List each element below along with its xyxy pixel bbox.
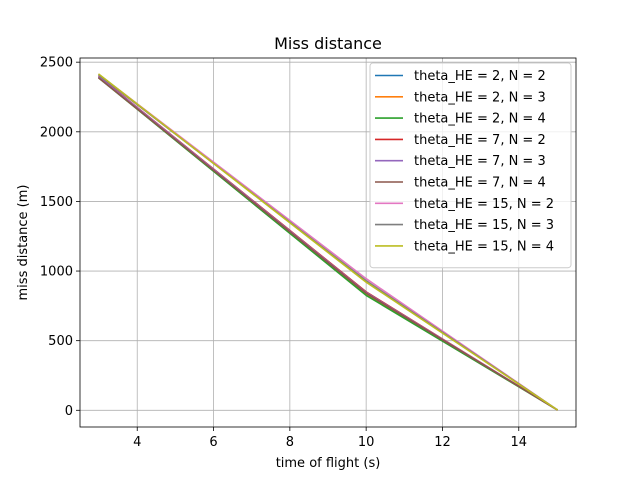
y-axis-label: miss distance (m) <box>16 185 31 301</box>
x-axis-label: time of flight (s) <box>276 456 381 471</box>
legend-label: theta_HE = 15, N = 3 <box>414 218 554 233</box>
y-tick-label: 2000 <box>40 125 73 140</box>
y-tick-label: 1500 <box>40 195 73 210</box>
plot-frame <box>79 57 577 428</box>
x-tick-label: 8 <box>286 435 294 450</box>
x-tick-label: 10 <box>358 435 375 450</box>
x-tick-label: 4 <box>133 435 141 450</box>
x-tick-label: 6 <box>209 435 217 450</box>
series-line-6 <box>97 77 558 411</box>
y-tick-label: 0 <box>65 404 73 419</box>
y-tick-label: 500 <box>48 334 73 349</box>
legend-label: theta_HE = 7, N = 2 <box>414 133 546 148</box>
series-layer <box>97 73 559 411</box>
legend-frame <box>369 62 572 269</box>
tick-layer: 4 6 8 10 12 14 0 500 1000 1500 2000 2500 <box>40 56 527 450</box>
legend-label: theta_HE = 2, N = 3 <box>414 90 546 105</box>
y-tick-label: 1000 <box>40 265 73 280</box>
legend: theta_HE = 2, N = 2 theta_HE = 2, N = 3 th… <box>369 62 572 269</box>
series-line-9 <box>97 73 559 411</box>
legend-label: theta_HE = 7, N = 4 <box>414 176 546 191</box>
legend-label: theta_HE = 2, N = 2 <box>414 69 546 84</box>
legend-label: theta_HE = 2, N = 4 <box>414 112 546 127</box>
legend-label: theta_HE = 15, N = 4 <box>414 239 554 254</box>
legend-label: theta_HE = 15, N = 2 <box>414 197 554 212</box>
legend-label: theta_HE = 7, N = 3 <box>414 154 546 169</box>
x-tick-label: 12 <box>434 435 451 450</box>
chart-title: Miss distance <box>274 34 382 53</box>
y-tick-label: 2500 <box>40 56 73 71</box>
x-tick-label: 14 <box>510 435 527 450</box>
